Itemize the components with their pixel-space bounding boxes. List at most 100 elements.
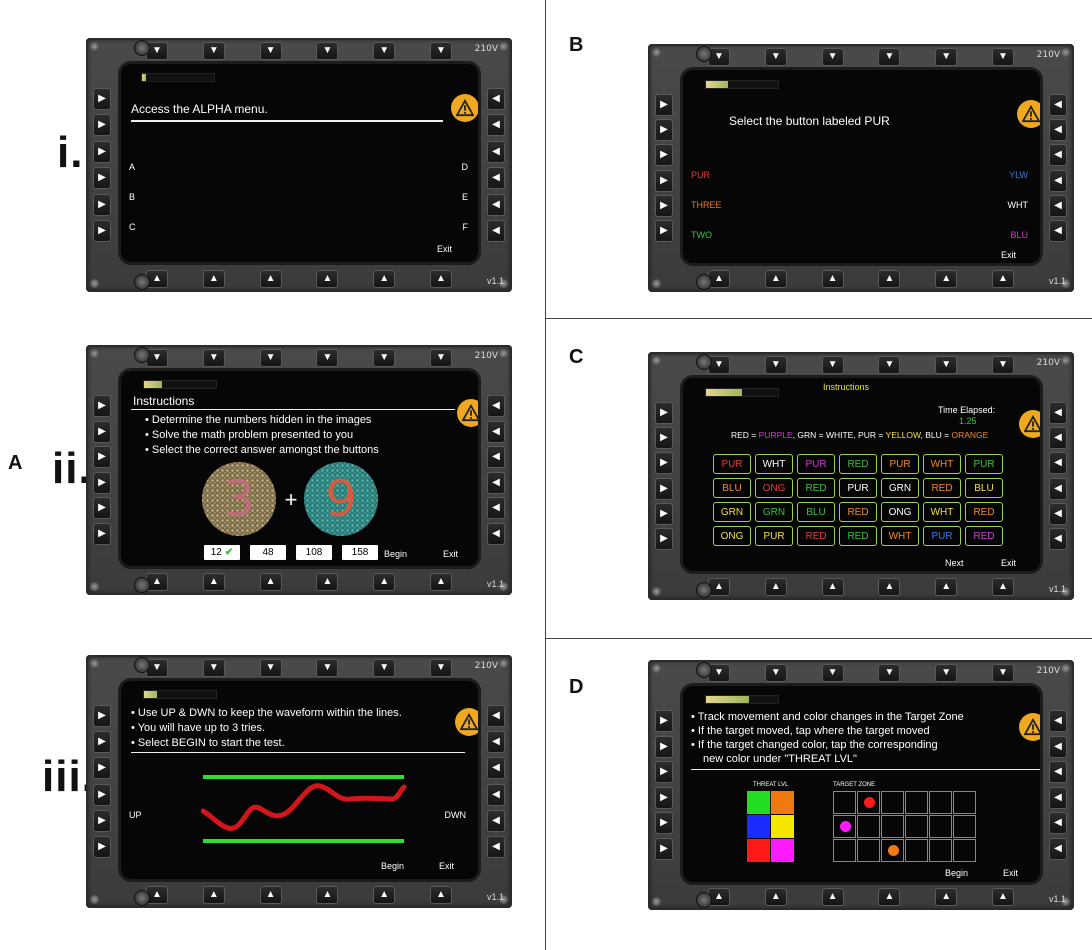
bezel-bottom-button-5[interactable]: ▲ — [935, 270, 958, 288]
target-zone-cell[interactable] — [929, 839, 952, 862]
color-word-button[interactable]: PUR — [881, 454, 919, 474]
bezel-bottom-button-5[interactable]: ▲ — [373, 573, 396, 591]
bezel-left-button-3[interactable]: ▶ — [655, 452, 673, 475]
bezel-left-button-5[interactable]: ▶ — [655, 194, 673, 217]
bezel-left-button-6[interactable]: ▶ — [655, 219, 673, 242]
bezel-bottom-button-6[interactable]: ▲ — [991, 578, 1014, 596]
bezel-bottom-button-5[interactable]: ▲ — [935, 888, 958, 906]
brightness-knob[interactable] — [134, 657, 150, 673]
bezel-bottom-button-3[interactable]: ▲ — [821, 578, 844, 596]
bezel-left-button-2[interactable]: ▶ — [93, 731, 111, 754]
threat-color-swatch[interactable] — [771, 815, 794, 838]
bezel-right-button-2[interactable]: ◀ — [1049, 427, 1067, 450]
bezel-left-button-4[interactable]: ▶ — [93, 471, 111, 494]
answer-button-1[interactable]: 12 ✔ — [204, 545, 240, 560]
contrast-knob[interactable] — [696, 892, 712, 908]
bezel-left-button-2[interactable]: ▶ — [93, 420, 111, 443]
bezel-top-button-6[interactable]: ▼ — [991, 664, 1014, 682]
bezel-right-button-6[interactable]: ◀ — [487, 522, 505, 545]
target-zone-cell[interactable] — [857, 815, 880, 838]
bezel-left-button-1[interactable]: ▶ — [655, 710, 673, 732]
color-word-button[interactable]: WHT — [923, 502, 961, 522]
target-zone-cell[interactable] — [953, 791, 976, 814]
bezel-bottom-button-5[interactable]: ▲ — [935, 578, 958, 596]
bezel-top-button-6[interactable]: ▼ — [991, 356, 1014, 374]
bezel-bottom-button-6[interactable]: ▲ — [991, 888, 1014, 906]
bezel-top-button-2[interactable]: ▼ — [764, 48, 787, 66]
brightness-knob[interactable] — [696, 662, 712, 678]
bezel-right-button-4[interactable]: ◀ — [487, 783, 505, 806]
target-zone-cell[interactable] — [857, 839, 880, 862]
bezel-right-button-1[interactable]: ◀ — [487, 88, 505, 110]
bezel-left-button-3[interactable]: ▶ — [93, 757, 111, 780]
bezel-left-button-3[interactable]: ▶ — [655, 144, 673, 167]
color-word-button[interactable]: RED — [797, 526, 835, 546]
bezel-top-button-3[interactable]: ▼ — [259, 659, 282, 677]
bezel-left-button-2[interactable]: ▶ — [655, 119, 673, 142]
bezel-left-button-2[interactable]: ▶ — [655, 735, 673, 758]
bezel-right-button-4[interactable]: ◀ — [487, 167, 505, 190]
target-zone-cell[interactable] — [833, 839, 856, 862]
bezel-bottom-button-6[interactable]: ▲ — [429, 270, 452, 288]
bezel-bottom-button-1[interactable]: ▲ — [146, 886, 168, 904]
bezel-left-button-2[interactable]: ▶ — [655, 427, 673, 450]
bezel-bottom-button-3[interactable]: ▲ — [259, 573, 282, 591]
bezel-top-button-4[interactable]: ▼ — [878, 356, 901, 374]
bezel-bottom-button-2[interactable]: ▲ — [202, 573, 225, 591]
target-zone-cell[interactable] — [929, 791, 952, 814]
bezel-right-button-5[interactable]: ◀ — [1049, 812, 1067, 835]
bezel-right-button-5[interactable]: ◀ — [1049, 502, 1067, 525]
bezel-bottom-button-5[interactable]: ▲ — [373, 886, 396, 904]
bezel-bottom-button-4[interactable]: ▲ — [878, 578, 901, 596]
bezel-bottom-button-4[interactable]: ▲ — [316, 270, 339, 288]
bezel-top-button-5[interactable]: ▼ — [373, 349, 396, 367]
threat-color-swatch[interactable] — [771, 839, 794, 862]
color-word-button[interactable]: RED — [797, 478, 835, 498]
color-word-button[interactable]: PUR — [839, 478, 877, 498]
bezel-right-button-4[interactable]: ◀ — [1049, 169, 1067, 192]
bezel-top-button-3[interactable]: ▼ — [821, 48, 844, 66]
bezel-left-button-3[interactable]: ▶ — [93, 446, 111, 469]
bezel-right-button-1[interactable]: ◀ — [1049, 94, 1067, 116]
bezel-left-button-3[interactable]: ▶ — [93, 140, 111, 163]
brightness-knob[interactable] — [134, 40, 150, 56]
target-zone-cell[interactable] — [929, 815, 952, 838]
answer-button-2[interactable]: 48 — [250, 545, 286, 560]
bezel-right-button-1[interactable]: ◀ — [487, 705, 505, 727]
bezel-top-button-2[interactable]: ▼ — [764, 356, 787, 374]
bezel-left-button-4[interactable]: ▶ — [655, 169, 673, 192]
target-zone-cell[interactable] — [905, 839, 928, 862]
target-dot-red[interactable] — [864, 797, 875, 808]
bezel-top-button-4[interactable]: ▼ — [316, 349, 339, 367]
bezel-right-button-5[interactable]: ◀ — [487, 809, 505, 832]
bezel-left-button-5[interactable]: ▶ — [93, 193, 111, 216]
color-word-button[interactable]: PUR — [755, 526, 793, 546]
bezel-bottom-button-4[interactable]: ▲ — [878, 270, 901, 288]
bezel-left-button-5[interactable]: ▶ — [655, 502, 673, 525]
bezel-right-button-6[interactable]: ◀ — [1049, 837, 1067, 860]
contrast-knob[interactable] — [696, 274, 712, 290]
bezel-top-button-6[interactable]: ▼ — [429, 659, 452, 677]
bezel-bottom-button-3[interactable]: ▲ — [259, 886, 282, 904]
color-word-button[interactable]: PUR — [923, 526, 961, 546]
color-word-button[interactable]: GRN — [713, 502, 751, 522]
bezel-bottom-button-1[interactable]: ▲ — [708, 270, 730, 288]
bezel-left-button-1[interactable]: ▶ — [655, 94, 673, 116]
bezel-bottom-button-4[interactable]: ▲ — [316, 886, 339, 904]
warning-icon[interactable] — [455, 708, 478, 736]
bezel-bottom-button-6[interactable]: ▲ — [991, 270, 1014, 288]
bezel-left-button-1[interactable]: ▶ — [655, 402, 673, 424]
color-word-button[interactable]: GRN — [755, 502, 793, 522]
bezel-bottom-button-3[interactable]: ▲ — [259, 270, 282, 288]
bezel-top-button-3[interactable]: ▼ — [259, 42, 282, 60]
target-zone-cell[interactable] — [833, 815, 856, 838]
bezel-left-button-6[interactable]: ▶ — [655, 527, 673, 550]
warning-icon[interactable] — [451, 94, 478, 122]
bezel-left-button-2[interactable]: ▶ — [93, 114, 111, 137]
bezel-top-button-4[interactable]: ▼ — [878, 664, 901, 682]
bezel-right-button-2[interactable]: ◀ — [1049, 735, 1067, 758]
bezel-right-button-2[interactable]: ◀ — [487, 731, 505, 754]
bezel-left-button-4[interactable]: ▶ — [93, 167, 111, 190]
bezel-left-button-6[interactable]: ▶ — [93, 522, 111, 545]
bezel-left-button-6[interactable]: ▶ — [93, 835, 111, 858]
